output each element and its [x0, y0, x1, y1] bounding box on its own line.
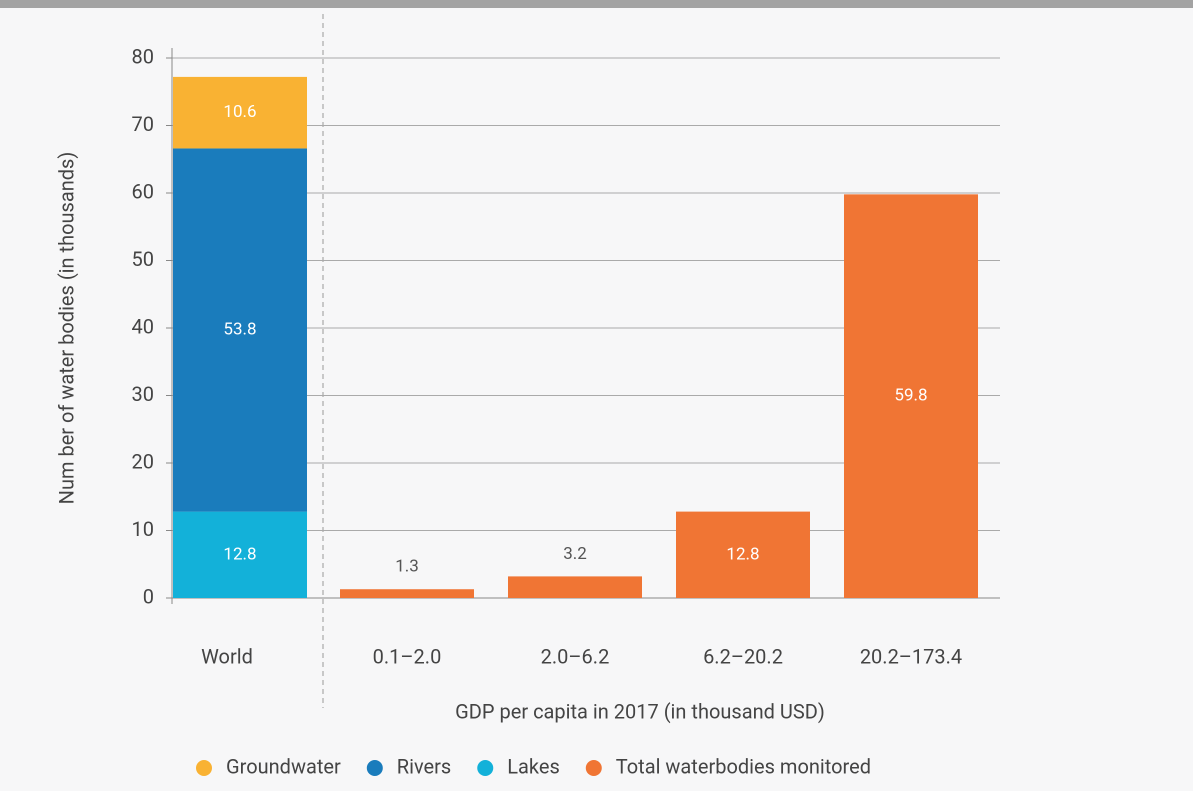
value-label: 53.8 [223, 320, 256, 340]
value-label: 12.8 [223, 544, 256, 564]
legend-marker [366, 760, 383, 776]
legend-label: Rivers [397, 754, 451, 778]
y-tick-label: 60 [132, 179, 154, 203]
legend-label: Groundwater [226, 754, 341, 778]
y-tick-label: 20 [132, 449, 154, 473]
y-tick-label: 30 [132, 382, 154, 406]
x-tick-label: 2.0–6.2 [541, 644, 610, 668]
y-tick-label: 70 [132, 112, 154, 136]
y-tick-label: 10 [132, 517, 154, 541]
value-label: 10.6 [223, 102, 256, 122]
legend-label: Total waterbodies monitored [616, 754, 871, 778]
bar-segment [173, 511, 307, 598]
legend-marker [477, 760, 494, 776]
bar-segment [676, 511, 810, 598]
y-axis-title: Num ber of water bodies (in thousands) [54, 152, 78, 505]
y-tick-label: 0 [143, 584, 154, 608]
y-tick-label: 80 [132, 44, 154, 68]
bar-segment [340, 589, 474, 598]
bar-segment [173, 148, 307, 512]
top-band [0, 0, 1193, 8]
value-label: 3.2 [563, 544, 587, 564]
value-label: 1.3 [395, 557, 419, 577]
legend-label: Lakes [507, 754, 560, 778]
y-tick-label: 50 [132, 247, 154, 271]
x-tick-label: World [201, 644, 253, 668]
x-tick-label: 6.2–20.2 [703, 644, 783, 668]
bar-segment [844, 194, 978, 598]
legend-marker [196, 760, 212, 776]
bar-segment [173, 76, 307, 149]
x-axis-title: GDP per capita in 2017 (in thousand USD) [455, 699, 825, 723]
bar-segment [508, 576, 642, 598]
x-tick-label: 0.1–2.0 [373, 644, 442, 668]
value-label: 12.8 [726, 544, 759, 564]
value-label: 59.8 [894, 386, 927, 406]
x-tick-label: 20.2–173.4 [860, 644, 962, 668]
y-tick-label: 40 [132, 314, 154, 338]
legend-marker [585, 760, 602, 776]
